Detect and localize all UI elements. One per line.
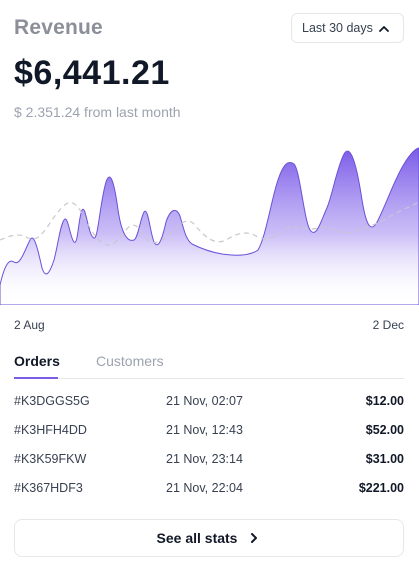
order-date: 21 Nov, 22:04 xyxy=(166,481,243,495)
see-all-stats-label: See all stats xyxy=(157,530,238,546)
order-amount: $221.00 xyxy=(359,481,404,495)
order-id: #K3HFH4DD xyxy=(14,423,87,437)
revenue-chart xyxy=(0,140,419,305)
tab-bar: Orders Customers xyxy=(14,353,404,379)
revenue-amount: $6,441.21 xyxy=(14,54,170,93)
see-all-stats-button[interactable]: See all stats xyxy=(14,519,404,557)
order-date: 21 Nov, 02:07 xyxy=(166,394,243,408)
date-range-dropdown[interactable]: Last 30 days xyxy=(291,13,404,43)
chart-start-date: 2 Aug xyxy=(14,318,45,332)
order-row[interactable]: #K3DGGS5G 21 Nov, 02:07 $12.00 xyxy=(14,386,404,415)
tab-customers[interactable]: Customers xyxy=(96,353,164,377)
order-amount: $12.00 xyxy=(366,394,404,408)
order-row[interactable]: #K367HDF3 21 Nov, 22:04 $221.00 xyxy=(14,473,404,502)
tab-active-indicator xyxy=(14,377,58,379)
order-date: 21 Nov, 12:43 xyxy=(166,423,243,437)
order-id: #K367HDF3 xyxy=(14,481,83,495)
chart-end-date: 2 Dec xyxy=(373,318,404,332)
order-row[interactable]: #K3HFH4DD 21 Nov, 12:43 $52.00 xyxy=(14,415,404,444)
date-range-label: Last 30 days xyxy=(302,21,373,35)
order-amount: $31.00 xyxy=(366,452,404,466)
revenue-delta: $ 2.351.24 from last month xyxy=(14,104,181,120)
order-date: 21 Nov, 23:14 xyxy=(166,452,243,466)
revenue-title: Revenue xyxy=(14,16,103,40)
order-id: #K3DGGS5G xyxy=(14,394,90,408)
chevron-right-icon xyxy=(247,531,261,545)
chevron-up-icon xyxy=(377,22,391,36)
orders-list: #K3DGGS5G 21 Nov, 02:07 $12.00 #K3HFH4DD… xyxy=(14,386,404,502)
current-period-area xyxy=(0,148,419,305)
order-row[interactable]: #K3K59FKW 21 Nov, 23:14 $31.00 xyxy=(14,444,404,473)
order-amount: $52.00 xyxy=(366,423,404,437)
tab-orders[interactable]: Orders xyxy=(14,353,60,377)
order-id: #K3K59FKW xyxy=(14,452,86,466)
